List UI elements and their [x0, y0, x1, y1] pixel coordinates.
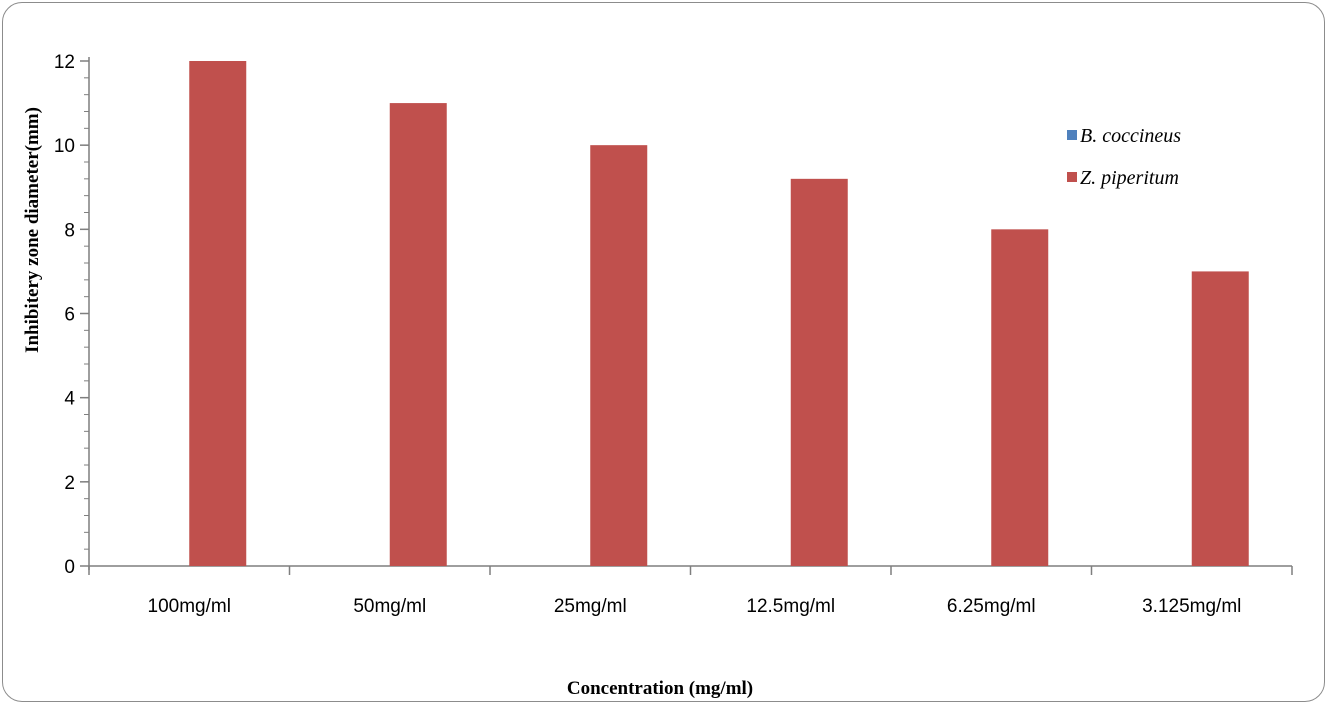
bars: [189, 61, 1249, 567]
bar-z-piperitum-3: [790, 178, 848, 567]
x-tick-label: 50mg/ml: [353, 596, 426, 617]
bar-z-piperitum-2: [590, 145, 648, 566]
x-axis-title: Concentration (mg/ml): [567, 678, 753, 699]
bar-z-piperitum-1: [389, 103, 447, 566]
x-tick-label: 100mg/ml: [148, 596, 231, 617]
bar-z-piperitum-0: [189, 61, 247, 566]
x-tick-label: 3.125mg/ml: [1142, 596, 1241, 617]
legend: B. coccineus Z. piperitum: [1067, 125, 1181, 189]
legend-swatch: [1067, 130, 1077, 140]
y-tick-label: 6: [64, 305, 75, 326]
y-tick-label: 10: [54, 136, 75, 157]
y-tick-label: 4: [64, 389, 75, 410]
y-tick-label: 8: [64, 220, 75, 241]
bar-z-piperitum-4: [991, 229, 1049, 567]
legend-swatch: [1067, 172, 1077, 182]
legend-label: Z. piperitum: [1080, 167, 1179, 189]
x-tick-label: 12.5mg/ml: [746, 596, 835, 617]
y-axis-title: Inhibitery zone diameter(mm): [22, 107, 43, 353]
y-tick-label: 2: [64, 473, 75, 494]
x-tick-label: 6.25mg/ml: [947, 596, 1036, 617]
y-axis: 0 2 4 6 8 10 12: [54, 52, 90, 578]
legend-label: B. coccineus: [1080, 125, 1181, 147]
bar-z-piperitum-5: [1191, 271, 1249, 566]
y-tick-label: 0: [64, 557, 75, 578]
x-axis: 100mg/ml 50mg/ml 25mg/ml 12.5mg/ml 6.25mg/ml…: [88, 565, 1293, 617]
x-tick-label: 25mg/ml: [554, 596, 627, 617]
y-tick-label: 12: [54, 52, 75, 73]
